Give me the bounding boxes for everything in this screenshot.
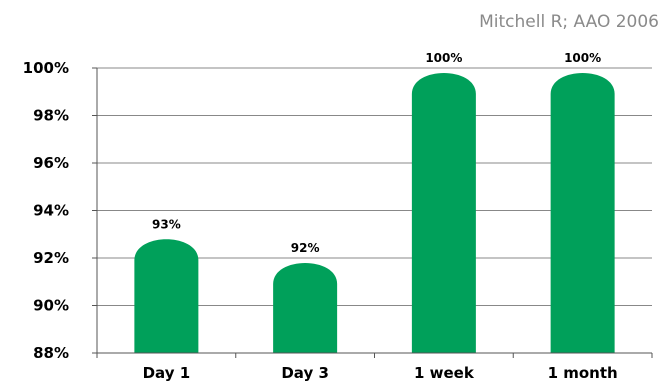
x-category-label: Day 1 <box>143 364 191 382</box>
x-category-label: 1 week <box>414 364 475 382</box>
y-tick-label: 100% <box>23 59 69 77</box>
bar <box>134 239 199 353</box>
bars <box>134 73 615 353</box>
y-tick-label: 96% <box>33 154 69 172</box>
y-tick-label: 88% <box>33 344 69 362</box>
x-category-label: Day 3 <box>281 364 329 382</box>
y-tick-label: 94% <box>33 202 69 220</box>
data-label: 100% <box>564 51 601 65</box>
bar <box>550 73 615 353</box>
data-label: 93% <box>152 217 181 231</box>
citation-text: Mitchell R; AAO 2006 <box>479 12 659 32</box>
y-tick-label: 90% <box>33 297 69 315</box>
axes <box>92 67 653 358</box>
data-label: 92% <box>291 241 320 255</box>
x-category-label: 1 month <box>548 364 618 382</box>
data-label: 100% <box>425 51 462 65</box>
bar <box>273 263 338 353</box>
bar <box>411 73 476 353</box>
y-tick-label: 98% <box>33 107 69 125</box>
y-tick-label: 92% <box>33 249 69 267</box>
labels: 88% 90% 92% 94% 96% 98% 100% 93% Day 1 92% Day 3 10… <box>23 51 618 382</box>
